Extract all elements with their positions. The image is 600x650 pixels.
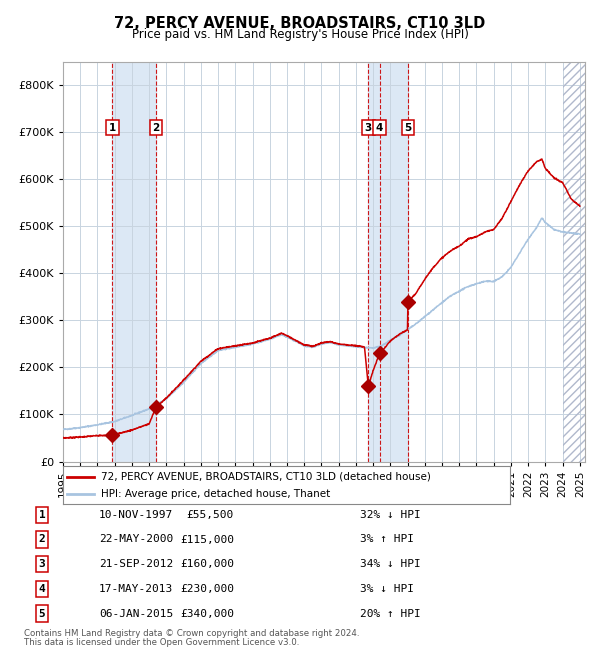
Text: 4: 4 xyxy=(376,123,383,133)
Text: Price paid vs. HM Land Registry's House Price Index (HPI): Price paid vs. HM Land Registry's House … xyxy=(131,28,469,41)
Text: 32% ↓ HPI: 32% ↓ HPI xyxy=(360,510,421,520)
Bar xyxy=(368,62,408,462)
Bar xyxy=(563,62,585,462)
Text: 3% ↓ HPI: 3% ↓ HPI xyxy=(360,584,414,594)
Text: 17-MAY-2013: 17-MAY-2013 xyxy=(99,584,173,594)
Text: 4: 4 xyxy=(38,584,46,594)
Text: 3: 3 xyxy=(365,123,372,133)
Bar xyxy=(563,62,585,462)
Text: 1: 1 xyxy=(38,510,46,520)
Text: 72, PERCY AVENUE, BROADSTAIRS, CT10 3LD: 72, PERCY AVENUE, BROADSTAIRS, CT10 3LD xyxy=(115,16,485,31)
Text: 2: 2 xyxy=(38,534,46,545)
Text: £55,500: £55,500 xyxy=(187,510,234,520)
Text: 22-MAY-2000: 22-MAY-2000 xyxy=(99,534,173,545)
Text: 5: 5 xyxy=(38,608,46,619)
Bar xyxy=(112,62,156,462)
Text: This data is licensed under the Open Government Licence v3.0.: This data is licensed under the Open Gov… xyxy=(24,638,299,647)
Text: 2: 2 xyxy=(152,123,160,133)
Text: 5: 5 xyxy=(404,123,412,133)
Text: 06-JAN-2015: 06-JAN-2015 xyxy=(99,608,173,619)
Text: 1: 1 xyxy=(109,123,116,133)
Text: 10-NOV-1997: 10-NOV-1997 xyxy=(99,510,173,520)
Text: 3: 3 xyxy=(38,559,46,569)
Text: 3% ↑ HPI: 3% ↑ HPI xyxy=(360,534,414,545)
Text: HPI: Average price, detached house, Thanet: HPI: Average price, detached house, Than… xyxy=(101,489,330,499)
Text: Contains HM Land Registry data © Crown copyright and database right 2024.: Contains HM Land Registry data © Crown c… xyxy=(24,629,359,638)
Text: £115,000: £115,000 xyxy=(180,534,234,545)
Text: 72, PERCY AVENUE, BROADSTAIRS, CT10 3LD (detached house): 72, PERCY AVENUE, BROADSTAIRS, CT10 3LD … xyxy=(101,472,431,482)
Text: 20% ↑ HPI: 20% ↑ HPI xyxy=(360,608,421,619)
Text: £340,000: £340,000 xyxy=(180,608,234,619)
Text: 34% ↓ HPI: 34% ↓ HPI xyxy=(360,559,421,569)
Text: 21-SEP-2012: 21-SEP-2012 xyxy=(99,559,173,569)
Text: £230,000: £230,000 xyxy=(180,584,234,594)
Text: £160,000: £160,000 xyxy=(180,559,234,569)
